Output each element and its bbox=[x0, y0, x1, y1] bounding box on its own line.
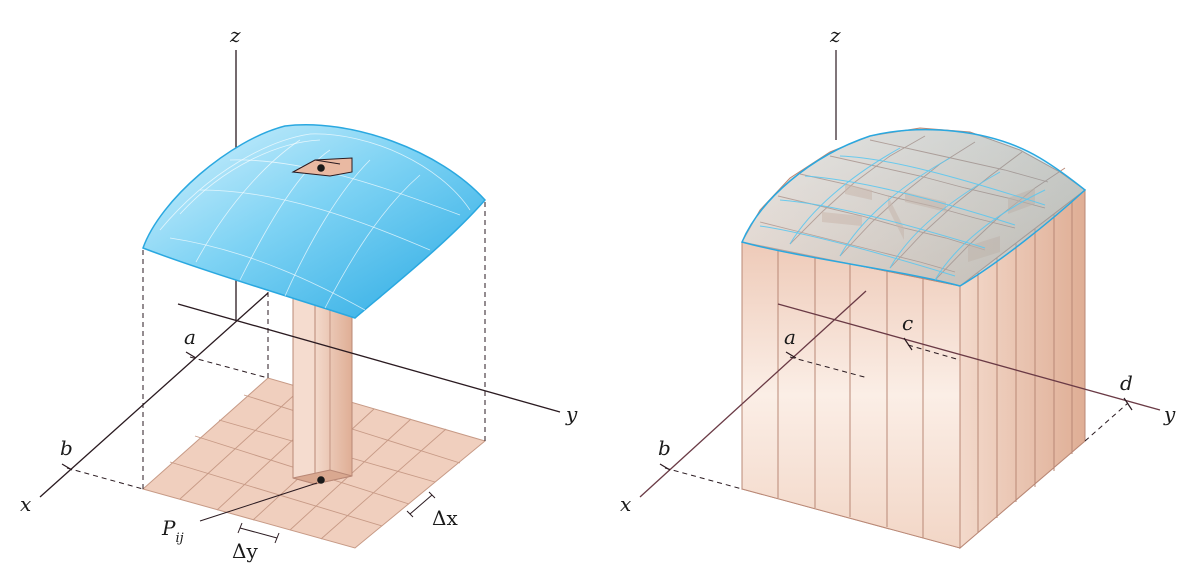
d-label-right: d bbox=[1120, 371, 1133, 395]
x-axis-label-left: x bbox=[20, 492, 31, 516]
delta-markers-left bbox=[237, 491, 436, 544]
b-label-right: b bbox=[658, 436, 671, 460]
x-axis-right bbox=[639, 290, 867, 498]
sample-point-top bbox=[317, 164, 325, 172]
y-axis-label-right: y bbox=[1163, 402, 1176, 426]
surface-right bbox=[740, 128, 1087, 287]
pij-leader bbox=[199, 482, 318, 522]
right-panel: z y x a b c d bbox=[620, 23, 1176, 550]
surface-left-mesh bbox=[159, 133, 471, 311]
y-axis-label-left: y bbox=[565, 402, 578, 426]
x-axis-left bbox=[39, 292, 269, 498]
surface-left bbox=[142, 124, 487, 319]
right-ticks bbox=[659, 337, 1133, 471]
delta-y-label: Δy bbox=[232, 539, 258, 563]
solid-front-face bbox=[741, 241, 961, 549]
a-label-left: a bbox=[184, 325, 196, 349]
left-dashed-guides bbox=[66, 200, 486, 490]
left-panel: z y x a b Pij Δx Δy bbox=[20, 23, 578, 563]
c-label-right: c bbox=[902, 311, 913, 335]
z-axis-label-right: z bbox=[829, 23, 841, 47]
pij-label: Pij bbox=[161, 516, 184, 546]
y-axis-right bbox=[777, 303, 1161, 411]
b-label-left: b bbox=[60, 436, 73, 460]
a-label-right: a bbox=[784, 325, 796, 349]
y-axis-left bbox=[177, 303, 561, 413]
right-dashed-guides bbox=[664, 344, 1129, 490]
solid-right-columns bbox=[977, 200, 1073, 533]
x-axis-label-right: x bbox=[620, 492, 631, 516]
sample-point-pij bbox=[317, 476, 325, 484]
z-axis-label-left: z bbox=[229, 23, 241, 47]
delta-x-label: Δx bbox=[432, 506, 458, 530]
surface-right-mesh bbox=[759, 147, 1046, 281]
